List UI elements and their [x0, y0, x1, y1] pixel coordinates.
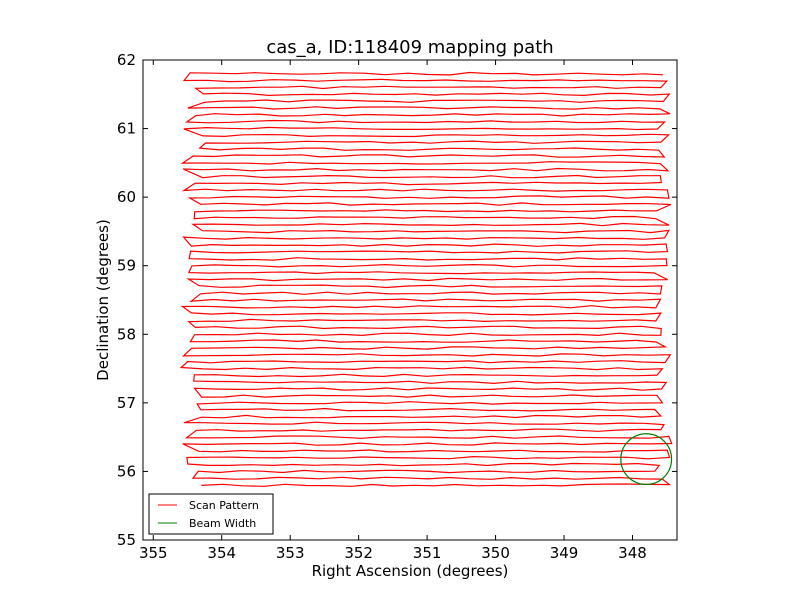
y-tick-label: 62 [117, 51, 136, 69]
y-tick-label: 56 [117, 462, 136, 480]
y-tick-label: 58 [117, 325, 136, 343]
x-tick-label: 355 [139, 544, 168, 562]
x-tick-label: 351 [413, 544, 442, 562]
scan-pattern-path-group [179, 71, 673, 487]
x-tick-label: 354 [207, 544, 236, 562]
y-tick-label: 60 [117, 188, 136, 206]
scan-pattern-line [179, 71, 673, 487]
legend-box [148, 493, 274, 535]
legend-label-scan-pattern: Scan Pattern [189, 499, 259, 512]
y-tick-label: 55 [117, 531, 136, 549]
legend-label-beam-width: Beam Width [189, 517, 256, 530]
beam-width-circle [620, 433, 673, 486]
y-tick-label: 61 [117, 120, 136, 138]
x-tick-label: 348 [618, 544, 647, 562]
x-tick-label: 350 [481, 544, 510, 562]
legend: Scan Pattern Beam Width [148, 493, 274, 535]
y-tick-label: 57 [117, 394, 136, 412]
y-axis-label: Declination (degrees) [94, 219, 112, 381]
beam-width-group [620, 433, 673, 486]
plot-frame [142, 59, 678, 541]
chart-title: cas_a, ID:118409 mapping path [266, 37, 553, 58]
x-tick-label: 352 [344, 544, 373, 562]
x-axis-label: Right Ascension (degrees) [312, 562, 509, 580]
y-tick-label: 59 [117, 257, 136, 275]
axis-ticks: 355 354 353 352 351 350 349 348 55 56 57 58 59 60 61 62 [117, 51, 677, 562]
x-tick-label: 353 [276, 544, 305, 562]
x-tick-label: 349 [550, 544, 579, 562]
